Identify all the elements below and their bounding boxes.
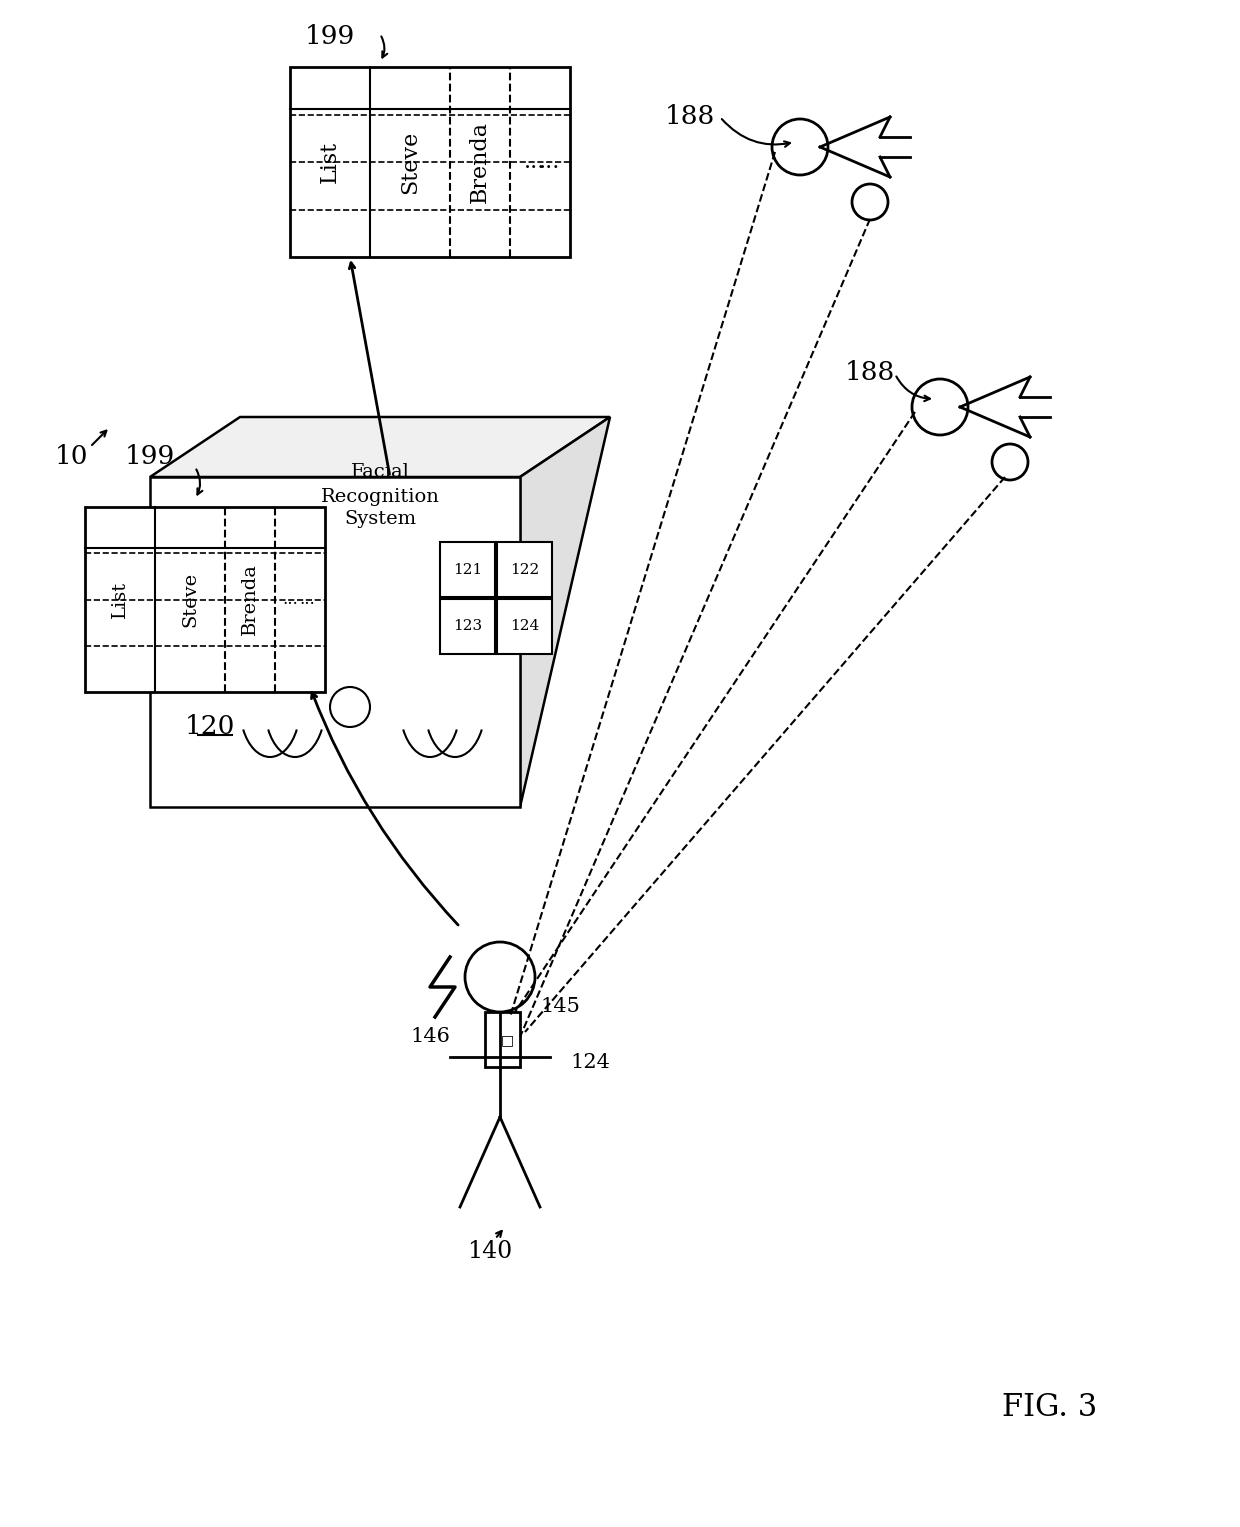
Text: Recognition: Recognition (321, 489, 439, 505)
Text: 120: 120 (185, 715, 236, 739)
Text: ...: ... (525, 151, 546, 173)
Text: □: □ (501, 1032, 513, 1048)
Bar (290, 67, 570, 257)
Polygon shape (150, 417, 610, 476)
Text: 140: 140 (467, 1240, 512, 1263)
Polygon shape (520, 417, 610, 806)
Text: Brenda: Brenda (241, 563, 259, 635)
Text: 121: 121 (453, 562, 482, 577)
Text: System: System (343, 510, 417, 528)
Text: ...: ... (539, 151, 560, 173)
Bar (440, 542, 495, 597)
Text: 122: 122 (510, 562, 539, 577)
Text: 124: 124 (570, 1052, 610, 1072)
Text: 124: 124 (510, 620, 539, 634)
Bar (485, 1012, 520, 1067)
Text: List: List (319, 140, 341, 183)
Text: List: List (112, 580, 129, 618)
Text: Brenda: Brenda (469, 121, 491, 203)
Text: FIG. 3: FIG. 3 (1002, 1391, 1097, 1423)
Text: 145: 145 (541, 997, 580, 1017)
Text: Facial: Facial (351, 463, 409, 481)
Text: 188: 188 (844, 359, 895, 385)
Text: ...: ... (283, 591, 298, 608)
Text: ...: ... (299, 591, 315, 608)
Text: Steve: Steve (399, 130, 422, 194)
Text: Steve: Steve (181, 573, 198, 628)
Polygon shape (150, 476, 520, 806)
Bar (440, 599, 495, 654)
Bar (86, 507, 325, 692)
Text: 146: 146 (410, 1028, 450, 1046)
Bar (497, 542, 552, 597)
Bar (497, 599, 552, 654)
Text: 10: 10 (56, 444, 89, 469)
Text: 199: 199 (305, 24, 355, 49)
Text: 188: 188 (665, 104, 715, 130)
Text: 199: 199 (125, 444, 175, 469)
Text: 123: 123 (453, 620, 482, 634)
